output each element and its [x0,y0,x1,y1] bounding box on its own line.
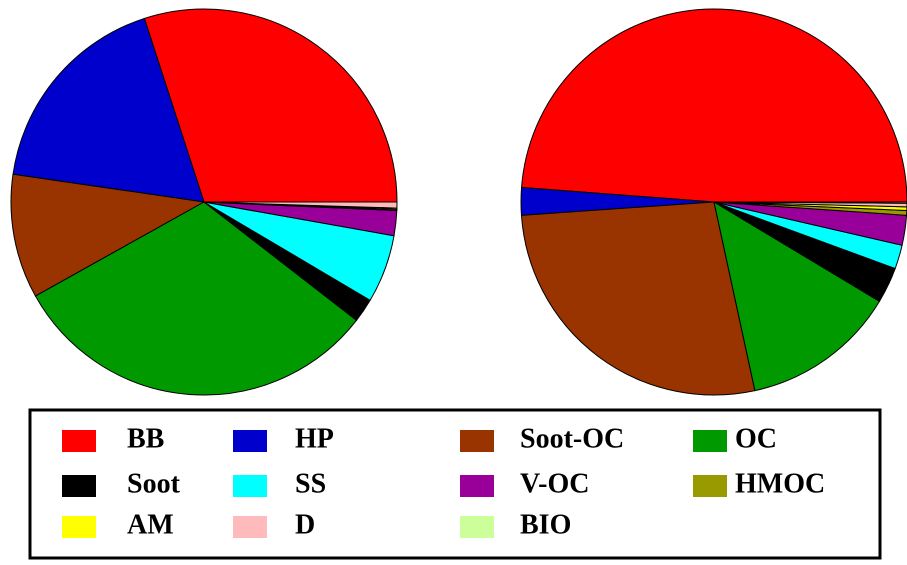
legend-swatch [460,475,494,497]
legend-label: Soot-OC [520,423,624,454]
legend-label: BIO [520,509,571,540]
legend-label: AM [127,509,174,540]
legend-label: OC [735,423,777,454]
legend-swatch [62,516,96,538]
legend-label: BB [127,423,164,454]
legend-swatch [693,475,727,497]
pie-slice [521,8,907,203]
pie-slice [203,201,398,209]
pie-slice [520,201,756,396]
pie-slice [10,173,206,297]
legend-swatch [233,475,267,497]
legend-label: D [295,509,315,540]
legend-swatch [233,430,267,452]
legend-label: HMOC [735,468,825,499]
legend-swatch [233,516,267,538]
legend-swatch [460,430,494,452]
pie-slice [143,8,398,203]
legend-label: V-OC [520,468,589,499]
legend-label: HP [295,423,334,454]
pie-slice [34,201,358,396]
pie-slice [713,200,881,392]
legend-label: Soot [127,468,181,499]
legend-swatch [62,430,96,452]
legend-swatch [693,430,727,452]
legend-box [28,408,882,560]
legend-label: SS [295,468,326,499]
pie-slice [12,17,205,203]
legend-swatch [460,516,494,538]
legend-swatch [62,475,96,497]
